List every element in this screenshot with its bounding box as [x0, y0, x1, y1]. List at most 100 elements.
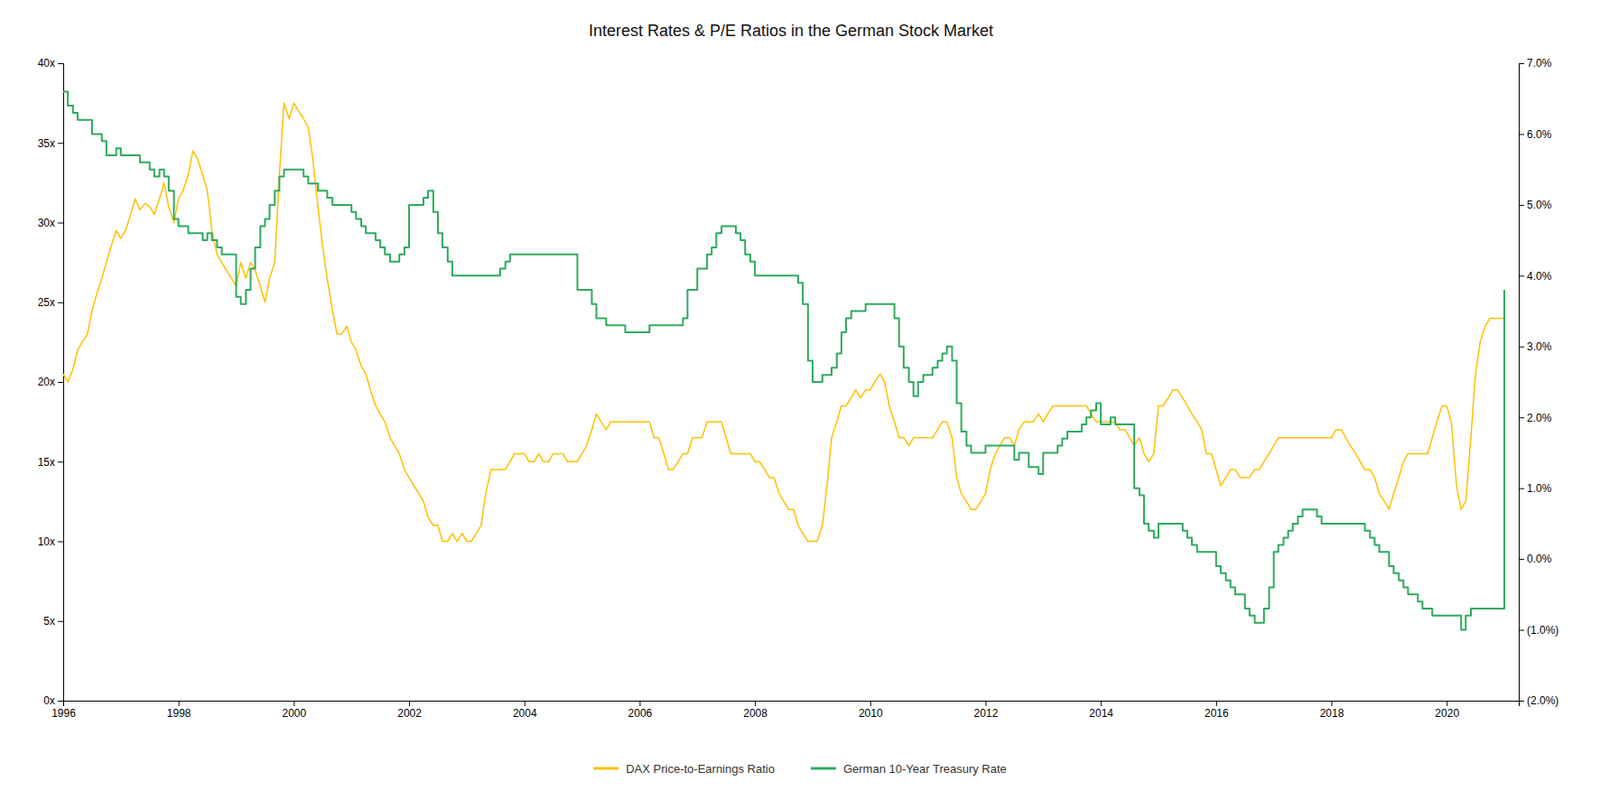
y-axis: 0x 5x 10x 15x 20x 25x 30x 35x 40x	[37, 56, 65, 707]
tick-mark	[57, 700, 64, 702]
tick-label: 4.0%	[1526, 269, 1553, 283]
tick-mark	[1518, 488, 1525, 490]
tick-label: 7.0%	[1526, 56, 1553, 70]
tick-mark	[57, 63, 64, 65]
title: Interest Rates & P/E Ratios in the Germa…	[588, 21, 994, 40]
tick: 2006	[628, 700, 653, 720]
tick: 0x	[43, 694, 64, 707]
tick-mark	[524, 700, 526, 707]
tick: 2004	[512, 700, 538, 720]
tick: 3.0%	[1518, 340, 1553, 354]
tick-label: 35x	[37, 137, 56, 150]
tick-mark	[178, 700, 180, 707]
tick-mark	[57, 302, 64, 304]
tick: 2014	[1088, 700, 1114, 720]
series-line	[63, 102, 1505, 541]
tick: 2018	[1320, 700, 1345, 720]
tick-label: 2.0%	[1526, 411, 1553, 425]
axis-line	[57, 64, 65, 702]
tick-label: (2.0%)	[1526, 694, 1559, 707]
x-axis: 1996 1998 2000 2002 2004 2006 2008 2010 2012 2014…	[51, 700, 1519, 720]
tick-label: (1.0%)	[1526, 623, 1559, 637]
legend: DAX Price-to-Earnings Ratio German 10-Yea…	[593, 762, 1007, 776]
tick-label: 6.0%	[1526, 128, 1553, 141]
tick-mark	[1518, 417, 1525, 419]
tick: 1998	[167, 700, 192, 720]
tick-label: 2004	[512, 706, 538, 720]
tick-label: 2018	[1320, 706, 1345, 720]
legend-item: German 10-Year Treasury Rate	[810, 762, 1007, 776]
tick: 5.0%	[1518, 198, 1553, 212]
plot-area	[63, 91, 1505, 630]
tick-label: 5x	[43, 614, 56, 628]
tick-label: 2002	[397, 706, 422, 720]
tick-mark	[1518, 346, 1525, 348]
tick-label: 2000	[282, 706, 307, 720]
tick: 1.0%	[1518, 482, 1553, 495]
tick-label: 1996	[51, 706, 76, 720]
tick: 2012	[974, 700, 999, 720]
axis-line	[64, 701, 1520, 707]
tick-mark	[754, 700, 756, 707]
tick: 2000	[282, 700, 307, 720]
tick-label: 2008	[743, 706, 768, 720]
tick-label: 2010	[858, 706, 884, 720]
tick-label: 10x	[37, 535, 56, 549]
tick-label: 1.0%	[1526, 482, 1553, 495]
tick-label: 2016	[1204, 706, 1229, 720]
tick-label: 2020	[1434, 706, 1460, 720]
tick: 25x	[37, 296, 64, 309]
tick-mark	[1100, 700, 1102, 707]
tick-label: 2006	[628, 706, 653, 720]
tick-mark	[293, 700, 295, 707]
tick-mark	[1518, 558, 1525, 560]
tick-mark	[985, 700, 987, 707]
y2-axis: (2.0%) (1.0%) 0.0% 1.0% 2.0% 3.0% 4.0% 5.0% 6.0%…	[1518, 56, 1559, 707]
tick: 0.0%	[1518, 552, 1553, 566]
tick-mark	[57, 142, 64, 144]
legend-swatch	[593, 767, 619, 771]
tick: 6.0%	[1518, 128, 1553, 141]
series-line	[63, 91, 1505, 630]
tick-mark	[1518, 204, 1525, 206]
tick: 7.0%	[1518, 56, 1553, 70]
tick-mark	[1518, 700, 1525, 702]
tick-label: 20x	[37, 375, 56, 389]
legend-item: DAX Price-to-Earnings Ratio	[593, 762, 775, 776]
tick: 35x	[37, 137, 64, 150]
tick-label: 2014	[1088, 706, 1114, 720]
tick-mark	[409, 700, 410, 707]
tick-label: 30x	[37, 216, 56, 230]
tick: 2016	[1204, 700, 1229, 720]
tick-mark	[1518, 133, 1525, 135]
legend-label: German 10-Year Treasury Rate	[843, 762, 1007, 776]
tick-mark	[1518, 63, 1525, 65]
tick-label: 40x	[37, 56, 56, 70]
tick-label: 25x	[37, 296, 56, 309]
tick: 1996	[51, 700, 76, 720]
chart: Interest Rates & P/E Ratios in the Germa…	[0, 0, 1600, 800]
axis-line	[1519, 64, 1526, 702]
tick-label: 1998	[167, 706, 192, 720]
tick-label: 5.0%	[1526, 198, 1553, 212]
tick: 15x	[37, 455, 64, 469]
tick: (2.0%)	[1518, 694, 1559, 707]
tick: 30x	[37, 216, 64, 230]
tick-label: 0x	[43, 694, 56, 707]
tick-mark	[1518, 275, 1525, 277]
tick: (1.0%)	[1518, 623, 1559, 637]
tick-mark	[57, 461, 64, 463]
tick: 5x	[43, 614, 64, 628]
tick-mark	[1216, 700, 1218, 707]
tick-mark	[1446, 700, 1448, 707]
tick-label: 0.0%	[1526, 552, 1553, 566]
tick: 2.0%	[1518, 411, 1553, 425]
tick: 40x	[37, 56, 64, 70]
tick-label: 3.0%	[1526, 340, 1553, 354]
legend-label: DAX Price-to-Earnings Ratio	[625, 762, 775, 776]
tick-mark	[1518, 630, 1525, 632]
tick-mark	[1331, 700, 1333, 707]
tick: 2020	[1434, 700, 1460, 720]
tick-mark	[57, 223, 64, 224]
tick-mark	[57, 541, 64, 543]
